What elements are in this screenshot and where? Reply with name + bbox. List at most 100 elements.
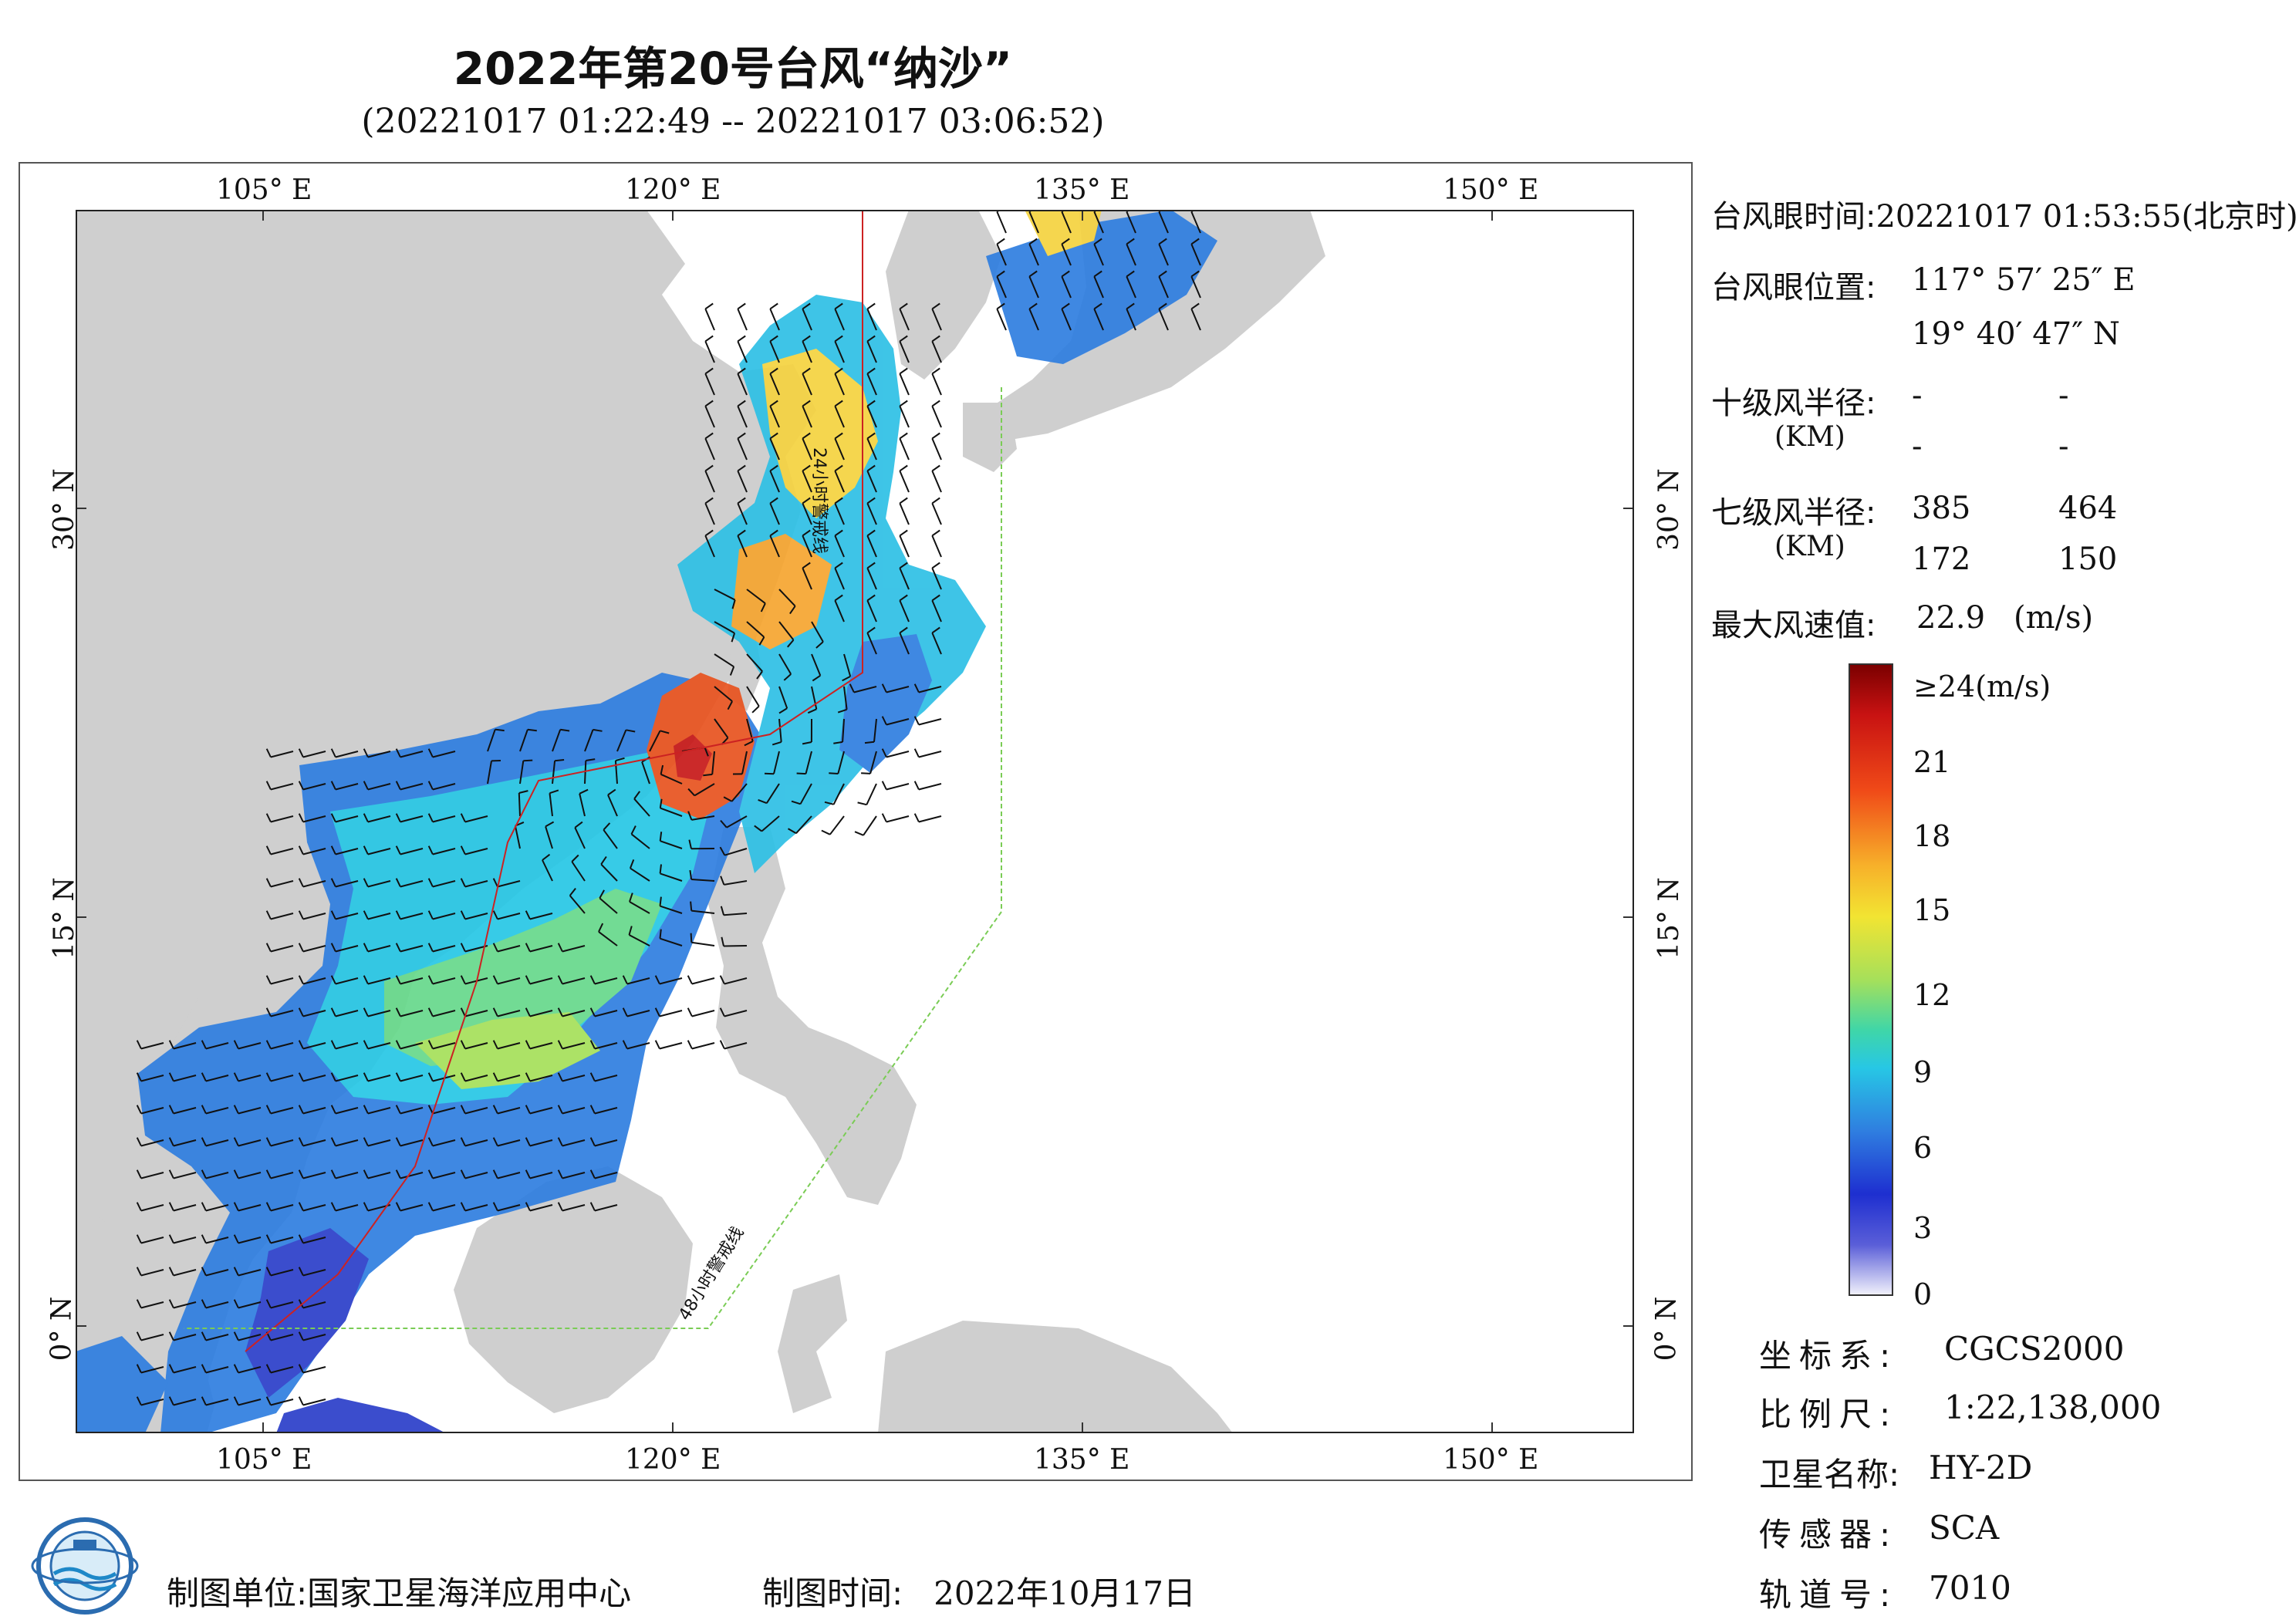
wind-barb: [746, 653, 763, 672]
wind-barb: [400, 1172, 424, 1179]
wind-barb-flag: [1190, 270, 1200, 278]
wind-barb-flag: [265, 1202, 272, 1211]
wind-barb-flag: [899, 367, 908, 375]
wind-barb-flag: [931, 594, 940, 602]
scale-row: 比例尺:: [1759, 1388, 1898, 1436]
date-label: 制图时间:: [762, 1574, 903, 1612]
lon-label-bottom-120: 120° E: [625, 1444, 721, 1476]
wind-barb-flag: [787, 828, 797, 835]
wind-field-map: [76, 210, 1634, 1433]
wind-barb-flag: [996, 238, 1005, 245]
wind-barb-flag: [460, 813, 466, 822]
wind-barb: [302, 977, 326, 985]
r7-unit: (KM): [1774, 531, 1845, 562]
colorbar-tick-9: 9: [1913, 1055, 1933, 1089]
wind-barb: [529, 1075, 553, 1082]
wind-barb-flag: [833, 741, 843, 744]
colorbar-tick-21: 21: [1913, 745, 1951, 779]
wind-barb: [140, 1172, 164, 1179]
wind-barb: [367, 977, 391, 985]
wind-barb: [514, 825, 521, 849]
wind-barb-flag: [527, 728, 537, 732]
wind-barb-flag: [866, 562, 876, 569]
colorbar-tick-18: 18: [1913, 819, 1951, 853]
wind-barb: [464, 848, 488, 855]
wind-barb-flag: [586, 758, 596, 761]
wind-barb: [367, 1172, 391, 1179]
wind-barb-flag: [427, 943, 434, 952]
wind-barb-flag: [201, 1299, 207, 1308]
wind-barb-flag: [460, 1105, 466, 1114]
wind-barb-flag: [233, 1234, 239, 1243]
wind-barb: [1190, 211, 1201, 234]
wind-barb: [270, 1075, 294, 1082]
wind-barb-flag: [395, 1040, 401, 1049]
wind-barb: [594, 1042, 618, 1050]
wind-barb: [464, 1139, 488, 1147]
wind-barb-flag: [525, 1072, 531, 1081]
wind-barb-flag: [363, 878, 369, 887]
wind-barb-flag: [201, 1202, 207, 1211]
wind-barb-flag: [802, 529, 811, 537]
wind-barb: [769, 535, 780, 558]
wind-barb: [811, 621, 824, 643]
wind-barb-flag: [1126, 302, 1135, 310]
satellite-label: 卫星名称:: [1759, 1456, 1900, 1493]
wind-barb: [641, 761, 650, 785]
wind-barb: [302, 1204, 326, 1212]
wind-barb-flag: [330, 975, 336, 984]
wind-barb-flag: [720, 876, 725, 886]
wind-barb: [1190, 276, 1201, 299]
r7-value-ne: 385: [1912, 491, 1971, 526]
wind-barb-flag: [395, 1202, 401, 1211]
wind-barb-flag: [298, 878, 304, 887]
wind-barb: [691, 977, 715, 985]
wind-barb: [238, 1042, 262, 1050]
wind-barb-flag: [1126, 270, 1135, 278]
wind-barb: [529, 1010, 553, 1017]
wind-barb-flag: [720, 819, 728, 828]
wind-barb: [649, 730, 661, 752]
wind-barb: [140, 1269, 164, 1277]
wind-barb-flag: [687, 811, 693, 821]
wind-barb: [335, 1107, 359, 1115]
wind-barb-flag: [492, 878, 498, 887]
lon-label-bottom-105: 105° E: [216, 1444, 312, 1476]
wind-barb: [302, 1237, 326, 1244]
wind-barb-flag: [492, 1072, 498, 1081]
wind-barb-flag: [168, 1234, 174, 1243]
wind-barb-flag: [363, 845, 369, 855]
wind-barb-flag: [1190, 302, 1200, 310]
wind-barb-flag: [807, 708, 817, 714]
wind-barb-flag: [864, 741, 875, 744]
wind-barb: [1093, 244, 1104, 266]
wind-barb: [737, 471, 748, 493]
wind-barb: [731, 783, 748, 802]
wind-barb-flag: [330, 1169, 336, 1179]
wind-barb: [918, 751, 942, 758]
wind-barb: [562, 1139, 586, 1147]
wind-barb: [737, 503, 748, 525]
wind-barb: [633, 798, 650, 817]
wind-barb-flag: [789, 606, 796, 615]
producer-value: 国家卫星海洋应用中心: [307, 1574, 632, 1612]
wind-barb: [205, 1366, 229, 1374]
wind-barb: [529, 1172, 553, 1179]
wind-barb-flag: [690, 933, 693, 943]
wind-barb: [594, 1010, 618, 1017]
wind-barb-flag: [881, 683, 887, 693]
wind-barb: [811, 653, 822, 677]
wind-barb: [497, 1172, 521, 1179]
wind-barb-flag: [395, 781, 401, 790]
land-philippines: [708, 827, 917, 1205]
wind-barb-flag: [233, 1040, 239, 1049]
wind-barb: [769, 503, 780, 525]
wind-barb: [931, 341, 942, 363]
wind-barb-flag: [525, 1169, 531, 1179]
wind-barb: [737, 341, 748, 363]
wind-barb-flag: [492, 910, 498, 919]
r10-value-se: -: [2058, 378, 2069, 413]
wind-barb-flag: [330, 845, 336, 855]
wind-barb: [518, 792, 521, 817]
wind-barb: [899, 633, 910, 655]
